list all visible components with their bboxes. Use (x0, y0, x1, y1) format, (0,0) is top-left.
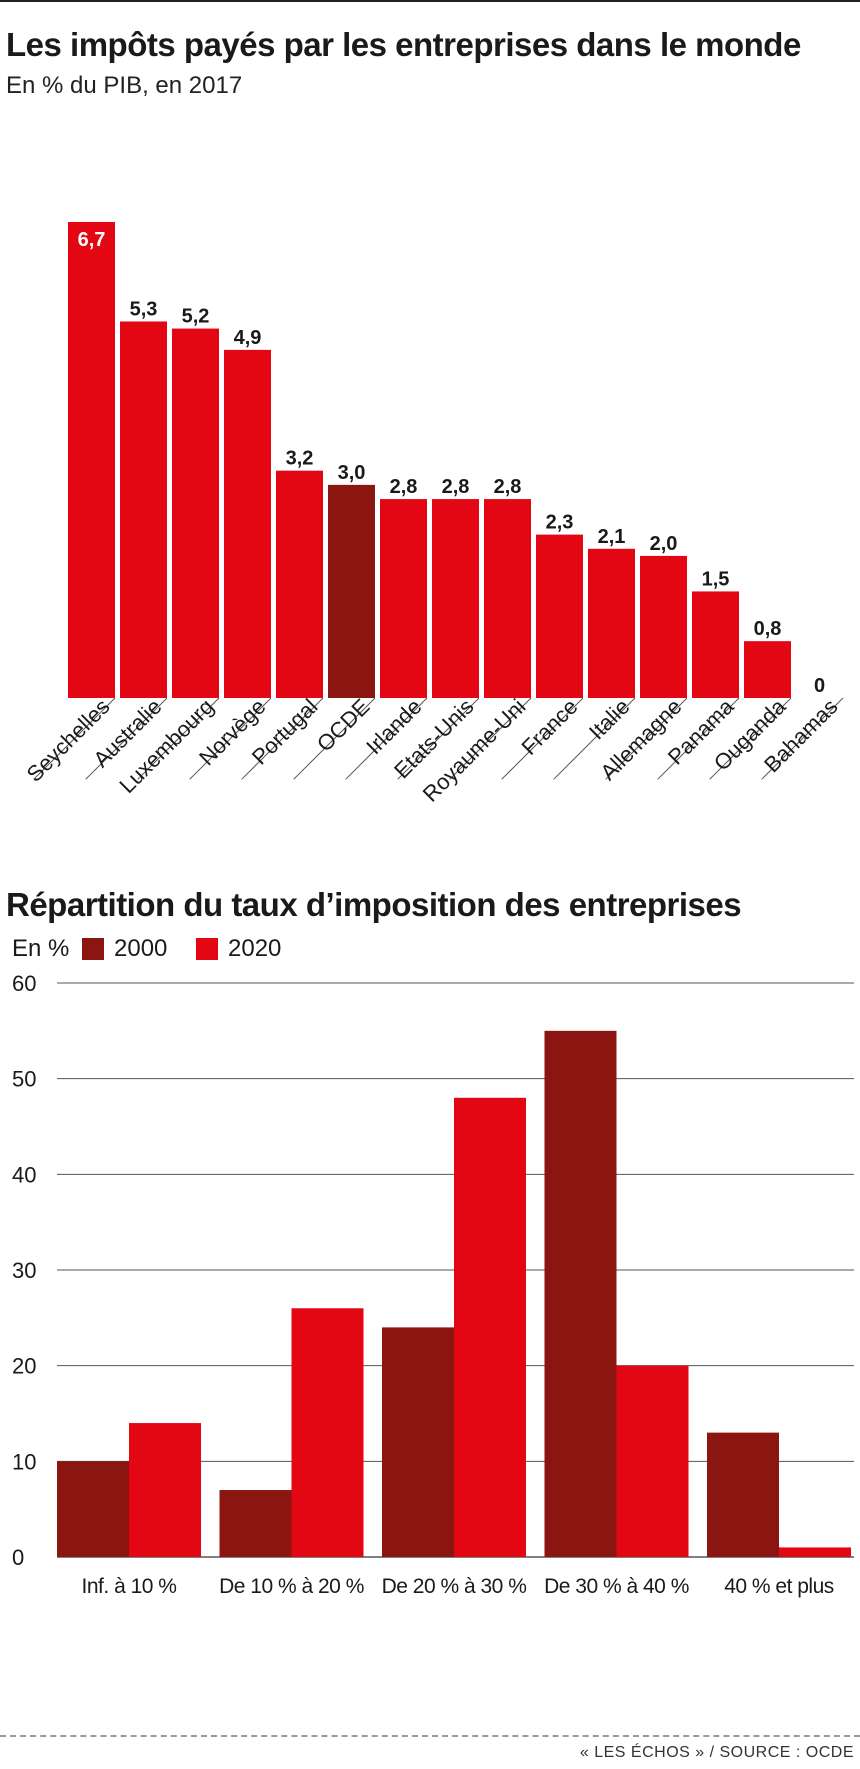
bar-ocde (328, 484, 375, 698)
value-label-portugal: 3,2 (286, 448, 314, 470)
label-leader-france (501, 697, 584, 780)
bar-luxembourg (172, 328, 219, 698)
value-label-etats-unis: 2,8 (442, 476, 470, 498)
bar-2000-de-20-a-30 (382, 1327, 454, 1557)
bar-irlande (380, 499, 427, 698)
y-tick-label-10: 10 (12, 1449, 36, 1474)
bar-allemagne (640, 555, 687, 698)
value-label-allemagne: 2,0 (650, 533, 678, 555)
label-leader-royaume-uni (449, 697, 532, 780)
legend-label-2020: 2020 (228, 935, 282, 962)
value-label-luxembourg: 5,2 (182, 306, 210, 328)
bar-ouganda (744, 641, 791, 698)
y-tick-label-50: 50 (12, 1067, 36, 1092)
value-label-royaume-uni: 2,8 (494, 476, 522, 498)
value-label-ouganda: 0,8 (754, 618, 782, 640)
y-tick-label-0: 0 (12, 1545, 24, 1570)
bar-etats-unis (432, 499, 479, 698)
legend-label-2000: 2000 (114, 935, 168, 962)
legend-item-2020: 2020 (196, 935, 281, 963)
bar-france (536, 534, 583, 698)
label-leader-etats-unis (397, 697, 480, 780)
value-label-australie: 5,3 (130, 298, 158, 320)
value-label-panama: 1,5 (702, 568, 730, 590)
y-tick-label-20: 20 (12, 1354, 36, 1379)
legend-item-2000: 2000 (82, 935, 167, 963)
legend-swatch-2020 (196, 938, 218, 960)
bar-2020-40-et-plus (779, 1547, 851, 1557)
label-leader-luxembourg (137, 697, 220, 780)
value-label-norvege: 4,9 (234, 327, 262, 349)
y-tick-label-60: 60 (12, 971, 36, 996)
bar-australie (120, 321, 167, 698)
value-label-seychelles: 6,7 (78, 229, 106, 251)
bar-2000-de-10-a-20 (219, 1490, 292, 1557)
label-leader-allemagne (605, 697, 688, 780)
bar-portugal (276, 470, 323, 698)
x-category-label-de-20-a-30: De 20 % à 30 % (382, 1575, 527, 1598)
x-category-label-de-10-a-20: De 10 % à 20 % (219, 1575, 364, 1598)
label-leader-irlande (345, 697, 428, 780)
value-label-bahamas: 0 (814, 675, 825, 697)
value-label-france: 2,3 (546, 512, 574, 534)
chart1-title: Les impôts payés par les entreprises dan… (6, 26, 801, 63)
bar-2000-inf-a-10 (57, 1461, 129, 1557)
legend-swatch-2000 (82, 938, 104, 960)
x-category-label-inf-a-10: Inf. à 10 % (82, 1575, 177, 1598)
category-label-france: France (516, 694, 582, 760)
bar-seychelles (68, 222, 115, 698)
bar-royaume-uni (484, 499, 531, 698)
label-leader-norvege (189, 697, 272, 780)
category-label-ocde: OCDE (312, 694, 375, 757)
value-label-irlande: 2,8 (390, 476, 418, 498)
value-label-ocde: 3,0 (338, 462, 366, 484)
label-leader-australie (85, 697, 168, 780)
x-category-label-40-et-plus: 40 % et plus (724, 1575, 834, 1598)
label-leader-bahamas (761, 697, 844, 780)
chart2-unit-label: En % (12, 935, 70, 962)
bar-2020-de-20-a-30 (454, 1097, 526, 1557)
label-leader-seychelles (33, 697, 116, 780)
label-leader-ouganda (709, 697, 792, 780)
bar-italie (588, 548, 635, 698)
category-label-seychelles: Seychelles (22, 694, 115, 787)
source-credit: « LES ÉCHOS » / SOURCE : OCDE (579, 1744, 854, 1761)
chart1-bar-chart: 6,7Seychelles5,3Australie5,2Luxembourg4,… (22, 222, 844, 807)
bar-2020-inf-a-10 (129, 1423, 201, 1557)
bar-2020-de-10-a-20 (291, 1308, 364, 1557)
x-category-label-de-30-a-40: De 30 % à 40 % (544, 1575, 689, 1598)
y-tick-label-30: 30 (12, 1258, 36, 1283)
label-leader-ocde (293, 697, 376, 780)
y-tick-label-40: 40 (12, 1162, 36, 1187)
chart1-subtitle: En % du PIB, en 2017 (6, 72, 243, 99)
value-label-italie: 2,1 (598, 526, 626, 548)
chart2-grouped-bar-chart: 0 10 20 30 40 50 60 Inf. à 10 % De 10 % à 20 % De… (12, 971, 854, 1598)
footer-dashed-rule (0, 1735, 860, 1737)
bar-norvege (224, 349, 271, 698)
bar-2000-40-et-plus (707, 1432, 779, 1557)
bar-2000-de-30-a-40 (544, 1030, 617, 1557)
label-leader-panama (657, 697, 740, 780)
label-leader-portugal (241, 697, 324, 780)
bar-2020-de-30-a-40 (616, 1365, 689, 1557)
chart2-title: Répartition du taux d’imposition des ent… (6, 886, 742, 923)
top-rule (0, 0, 860, 2)
label-leader-italie (553, 697, 636, 780)
bar-panama (692, 591, 739, 698)
